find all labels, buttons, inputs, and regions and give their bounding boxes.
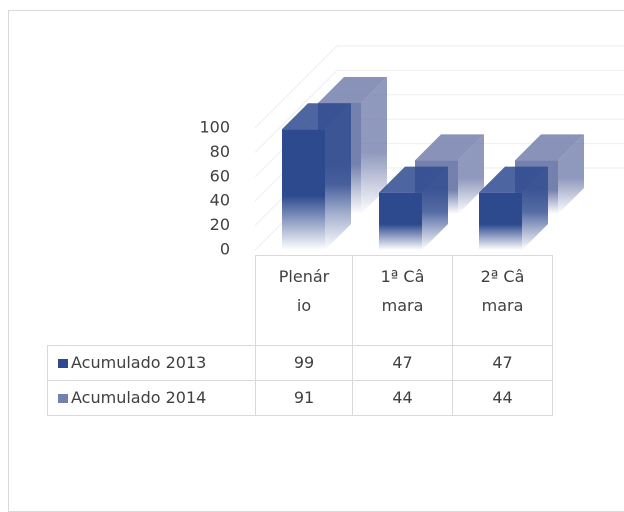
bar-side bbox=[558, 134, 584, 214]
chart: 0 20 40 60 80 100 bbox=[199, 45, 624, 259]
grid-line bbox=[254, 45, 624, 129]
category-label: 1ª Câmara bbox=[352, 255, 453, 346]
bar-top bbox=[515, 134, 584, 161]
legend-swatch bbox=[58, 394, 68, 403]
table-value: 99 bbox=[255, 345, 353, 381]
table-value: 47 bbox=[352, 345, 453, 381]
bar-top bbox=[282, 103, 351, 130]
legend-label: Acumulado 2014 bbox=[71, 388, 207, 407]
bar-side bbox=[522, 166, 548, 250]
table-value: 91 bbox=[255, 380, 353, 416]
bar bbox=[282, 103, 351, 250]
y-tick-label: 0 bbox=[220, 240, 230, 259]
y-tick-label: 40 bbox=[210, 191, 230, 210]
y-tick-label: 100 bbox=[199, 118, 230, 137]
category-label: Plenário bbox=[255, 255, 353, 346]
bar-front bbox=[479, 192, 522, 250]
bar-side bbox=[325, 103, 351, 250]
bar-top bbox=[479, 166, 548, 193]
bar-top bbox=[415, 134, 484, 161]
bar bbox=[479, 166, 548, 250]
bar-front bbox=[282, 129, 325, 250]
bar bbox=[379, 166, 448, 250]
y-tick-label: 80 bbox=[210, 142, 230, 161]
bar-front bbox=[379, 192, 422, 250]
category-label: 2ª Câmara bbox=[452, 255, 553, 346]
table-value: 47 bbox=[452, 345, 553, 381]
legend-label: Acumulado 2013 bbox=[71, 353, 207, 372]
legend-entry: Acumulado 2013 bbox=[47, 345, 256, 381]
legend-swatch bbox=[58, 359, 68, 368]
table-value: 44 bbox=[352, 380, 453, 416]
bar-side bbox=[458, 134, 484, 214]
bar-top bbox=[379, 166, 448, 193]
bar-side bbox=[422, 166, 448, 250]
bar-side bbox=[361, 76, 387, 214]
y-tick-label: 60 bbox=[210, 166, 230, 185]
grid-line bbox=[254, 69, 624, 153]
y-tick-label: 20 bbox=[210, 215, 230, 234]
table-value: 44 bbox=[452, 380, 553, 416]
bar-top bbox=[318, 76, 387, 103]
legend-entry: Acumulado 2014 bbox=[47, 380, 256, 416]
